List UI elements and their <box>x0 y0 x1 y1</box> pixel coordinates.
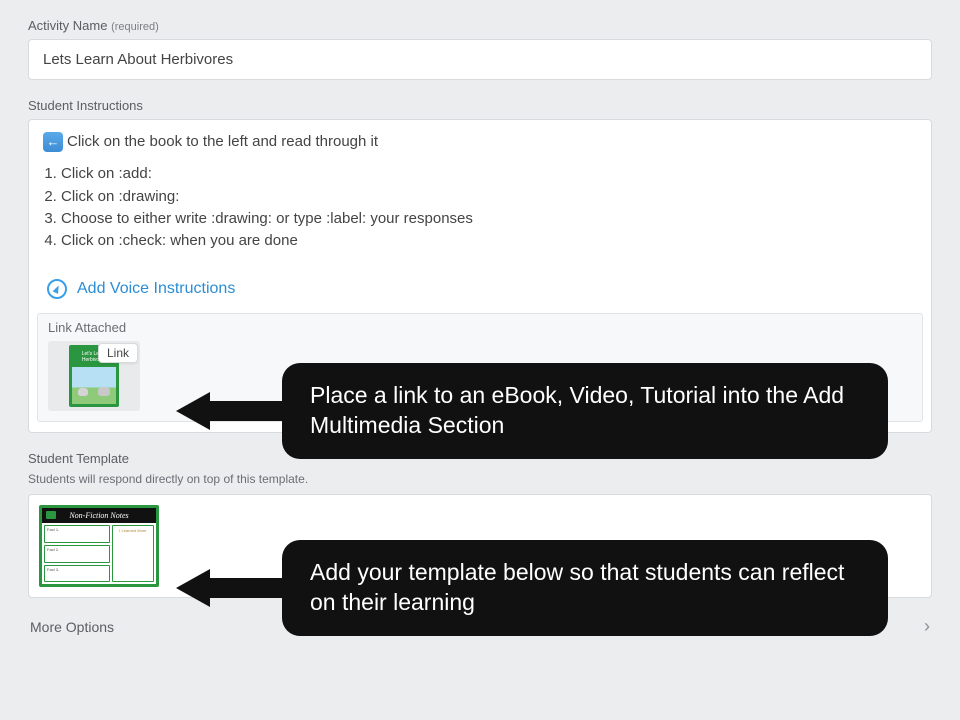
instruction-step: Click on :add: <box>61 164 917 184</box>
activity-name-label-text: Activity Name <box>28 18 107 33</box>
template-row: Fact 1. <box>44 525 110 543</box>
link-attached-label: Link Attached <box>48 320 912 335</box>
add-voice-link[interactable]: Add Voice Instructions <box>77 280 235 298</box>
template-right-col: I Learned More <box>112 525 154 582</box>
arrow-left-icon <box>176 386 286 436</box>
compass-icon <box>47 279 67 299</box>
instruction-step: Click on :check: when you are done <box>61 231 917 251</box>
student-instructions-label: Student Instructions <box>28 98 932 113</box>
template-thumb-title: Non-Fiction Notes <box>42 508 156 523</box>
template-thumbnail[interactable]: Non-Fiction Notes Fact 1. Fact 2. Fact 3… <box>39 505 159 587</box>
template-row: Fact 2. <box>44 545 110 563</box>
template-thumb-title-text: Non-Fiction Notes <box>69 511 128 520</box>
template-left-col: Fact 1. Fact 2. Fact 3. <box>44 525 110 582</box>
activity-name-label: Activity Name (required) <box>28 18 932 33</box>
attachment-thumbnail[interactable]: Let's Learn Herbivores Link <box>48 341 140 411</box>
instruction-step: Click on :drawing: <box>61 187 917 207</box>
book-scene <box>72 367 116 404</box>
instructions-first-line: ← Click on the book to the left and read… <box>43 132 917 152</box>
template-body: Fact 1. Fact 2. Fact 3. I Learned More <box>42 523 156 584</box>
template-row: Fact 3. <box>44 565 110 583</box>
arrow-left-icon <box>176 563 286 613</box>
required-suffix: (required) <box>111 21 159 33</box>
instructions-textarea[interactable]: ← Click on the book to the left and read… <box>29 120 931 271</box>
more-options-label: More Options <box>30 619 114 635</box>
link-badge: Link <box>98 343 138 363</box>
instruction-step: Choose to either write :drawing: or type… <box>61 209 917 229</box>
add-voice-row[interactable]: Add Voice Instructions <box>29 271 931 313</box>
chevron-right-icon: › <box>924 616 930 637</box>
template-tab-icon <box>46 511 56 519</box>
instructions-steps: Click on :add: Click on :drawing: Choose… <box>43 164 917 251</box>
callout-multimedia: Place a link to an eBook, Video, Tutoria… <box>282 363 888 459</box>
callout-template-text: Add your template below so that students… <box>310 559 844 615</box>
student-template-subtext: Students will respond directly on top of… <box>28 472 932 486</box>
callout-multimedia-text: Place a link to an eBook, Video, Tutoria… <box>310 382 844 438</box>
callout-template: Add your template below so that students… <box>282 540 888 636</box>
activity-name-input[interactable] <box>28 39 932 80</box>
arrow-left-icon: ← <box>43 132 63 152</box>
instructions-first-text: Click on the book to the left and read t… <box>67 132 378 152</box>
